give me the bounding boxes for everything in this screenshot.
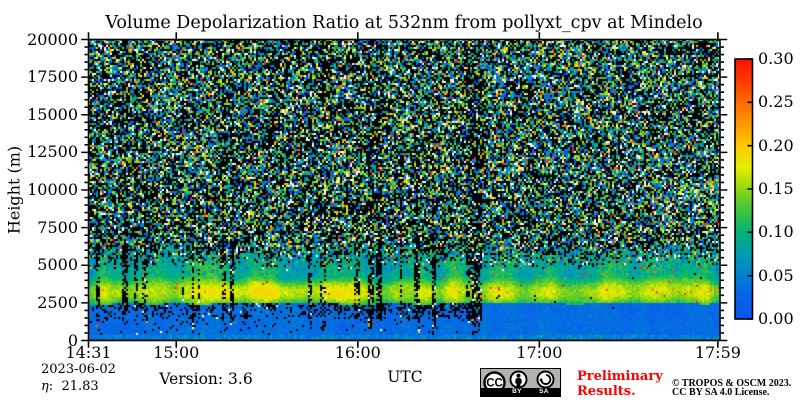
y-tick-label: 10000 <box>27 180 78 199</box>
colorbar-tick-label: 0.20 <box>758 135 794 155</box>
x-tick-label: 14:31 <box>65 343 112 362</box>
y-tick-label: 2500 <box>37 292 78 312</box>
cc-by-label: BY <box>512 388 522 395</box>
eta-symbol: η <box>41 379 49 394</box>
colorbar-tick-label: 0.15 <box>758 179 794 198</box>
colorbar-tick-label: 0.25 <box>758 92 794 112</box>
x-axis-label: UTC <box>387 368 423 386</box>
copyright-line1: © TROPOS & OSCM 2023. <box>672 378 792 389</box>
x-tick-label: 17:00 <box>516 343 563 362</box>
cc-logo-icon: CC <box>483 371 506 394</box>
cc-sa-arrow-icon <box>536 370 555 389</box>
copyright-line2: CC BY SA 4.0 License. <box>672 387 770 399</box>
colorbar-tick-label: 0.05 <box>758 265 794 285</box>
heatmap-canvas <box>88 39 720 341</box>
y-tick-label: 15000 <box>27 104 78 124</box>
colorbar-gradient <box>735 59 753 319</box>
colorbar-tick-label: 0.10 <box>758 222 794 242</box>
cc-sa-label: SA <box>539 388 549 395</box>
x-tick-label: 15:00 <box>153 343 200 362</box>
y-tick-label: 17500 <box>27 67 78 87</box>
plot-title: Volume Depolarization Ratio at 532nm fro… <box>105 13 703 33</box>
preliminary-line2: Results. <box>577 383 636 399</box>
x-tick-label: 17:59 <box>694 343 741 362</box>
x-tick-label: 16:00 <box>334 343 381 362</box>
y-tick-label: 7500 <box>37 217 78 237</box>
svg-text:CC: CC <box>486 378 503 390</box>
copyright-note: © TROPOS & OSCM 2023. CC BY SA 4.0 Licen… <box>672 378 792 399</box>
y-tick-label: 5000 <box>37 255 78 275</box>
colorbar-tick-label: 0.30 <box>758 49 794 68</box>
y-tick-label: 12500 <box>27 142 78 162</box>
cc-badge-strip <box>481 388 560 396</box>
measurement-date: 2023-06-02 <box>41 362 116 377</box>
colorbar-tick-label: 0.00 <box>758 309 794 328</box>
eta-value: 21.83 <box>61 379 99 394</box>
preliminary-results-note: Preliminary Results. <box>577 369 663 399</box>
version-label: Version: 3.6 <box>159 370 253 388</box>
eta-separator: : <box>48 379 54 394</box>
cc-license-badge[interactable]: CC BY SA <box>480 368 561 397</box>
cc-by-person-icon <box>509 370 528 389</box>
preliminary-line1: Preliminary <box>577 369 663 384</box>
y-tick-label: 0 <box>67 330 78 350</box>
y-tick-label: 20000 <box>27 29 78 49</box>
eta-calibration-value: η: 21.83 <box>41 379 99 394</box>
